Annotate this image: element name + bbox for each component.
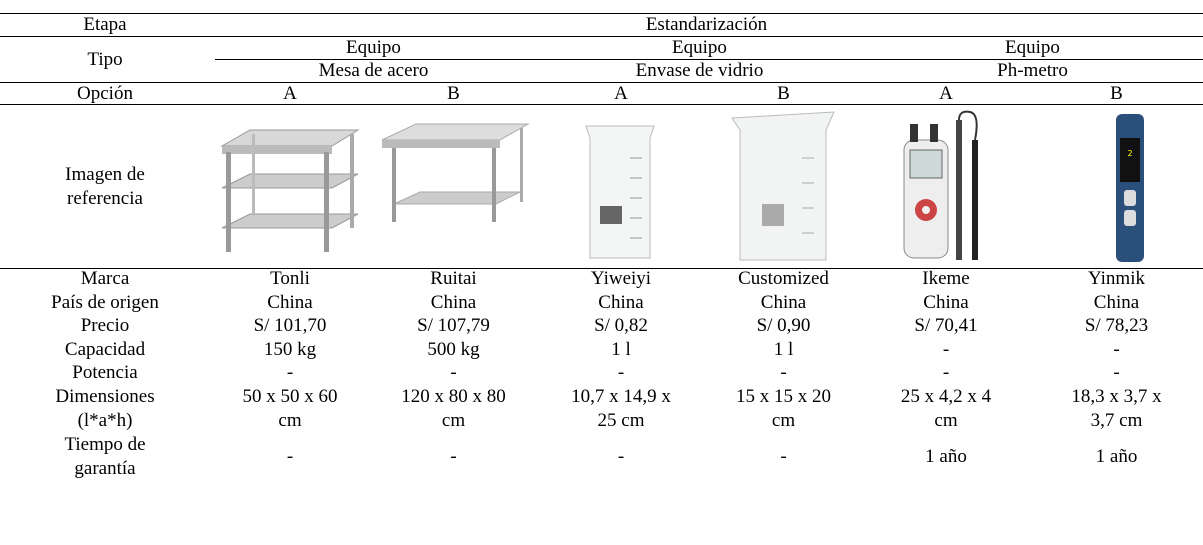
row-label: Tipo	[87, 48, 123, 70]
cell: S/ 0,90	[756, 315, 811, 336]
rule	[0, 268, 1203, 269]
row-label: Capacidad	[64, 338, 146, 360]
cell: -	[1113, 362, 1120, 383]
cell: China	[430, 291, 477, 313]
rule	[0, 36, 1203, 37]
rule	[0, 13, 1203, 14]
steel-table-image	[381, 123, 530, 222]
cell: -	[1113, 338, 1120, 360]
beaker-image	[731, 111, 835, 261]
cell: 1 año	[925, 445, 967, 467]
cell: S/ 107,79	[417, 315, 490, 336]
cell: China	[598, 291, 644, 313]
row-label: Marca	[80, 268, 130, 289]
cell: -	[450, 445, 457, 467]
cell: Yiweiyi	[590, 268, 652, 289]
cell: China	[760, 291, 807, 313]
rule	[215, 59, 1203, 60]
cell: -	[780, 445, 787, 467]
group-category: Equipo	[346, 37, 401, 59]
cell: 1 l	[611, 338, 631, 360]
cell: 1 l	[773, 338, 794, 360]
row-label: Tiempo de garantía	[64, 434, 146, 479]
option: A	[283, 82, 297, 104]
cell: Ikeme	[922, 268, 970, 289]
cell: Ruitai	[430, 268, 477, 289]
cell: Tonli	[270, 268, 310, 289]
cell: 1 año	[1095, 445, 1138, 467]
row-label: Opción	[77, 82, 133, 104]
cell: 150 kg	[263, 338, 317, 360]
ph-meter-image	[903, 110, 978, 260]
rule	[0, 82, 1203, 83]
cell: China	[267, 291, 313, 313]
option: A	[614, 82, 628, 104]
beaker-image	[585, 125, 655, 259]
cell: 120 x 80 x 80 cm	[401, 386, 506, 431]
row-label: Precio	[80, 315, 130, 336]
cell: 25 x 4,2 x 4 cm	[900, 386, 992, 431]
cell: S/ 70,41	[914, 315, 978, 336]
cell: 18,3 x 3,7 x 3,7 cm	[1071, 386, 1162, 431]
cell: 10,7 x 14,9 x 25 cm	[571, 386, 671, 431]
cell: -	[286, 445, 294, 467]
group-name: Ph-metro	[997, 60, 1068, 82]
row-label: Imagen de referencia	[65, 164, 145, 209]
cell: -	[450, 362, 457, 383]
cell: Yinmik	[1087, 268, 1145, 289]
option: B	[447, 82, 460, 104]
cell: -	[942, 338, 950, 360]
cell: 50 x 50 x 60 cm	[242, 386, 338, 431]
cell: S/ 0,82	[594, 315, 648, 336]
group-category: Equipo	[672, 37, 727, 59]
cell: Customized	[738, 268, 829, 289]
cell: China	[1093, 291, 1140, 313]
cell: S/ 78,23	[1084, 315, 1149, 336]
option: B	[1110, 82, 1123, 104]
ph-meter-image: 2	[1116, 114, 1144, 262]
cell: -	[942, 362, 950, 383]
row-label: Potencia	[72, 362, 138, 383]
steel-table-image	[220, 129, 360, 252]
option: A	[939, 82, 953, 104]
cell: -	[617, 445, 625, 467]
cell: 500 kg	[427, 338, 480, 360]
cell: China	[923, 291, 969, 313]
row-label: País de origen	[51, 291, 159, 313]
cell: -	[780, 362, 787, 383]
cell: -	[286, 362, 294, 383]
cell: S/ 101,70	[253, 315, 327, 336]
row-label: Etapa	[83, 14, 127, 36]
cell: -	[617, 362, 625, 383]
cell: 15 x 15 x 20 cm	[736, 386, 831, 431]
option: B	[777, 82, 790, 104]
group-name: Mesa de acero	[318, 60, 429, 82]
svg-text:2: 2	[1127, 149, 1132, 158]
stage: Estandarización	[645, 14, 768, 36]
group-category: Equipo	[1005, 37, 1060, 59]
row-label: Dimensiones (l*a*h)	[55, 386, 155, 431]
group-name: Envase de vidrio	[635, 60, 764, 82]
rule	[0, 104, 1203, 105]
